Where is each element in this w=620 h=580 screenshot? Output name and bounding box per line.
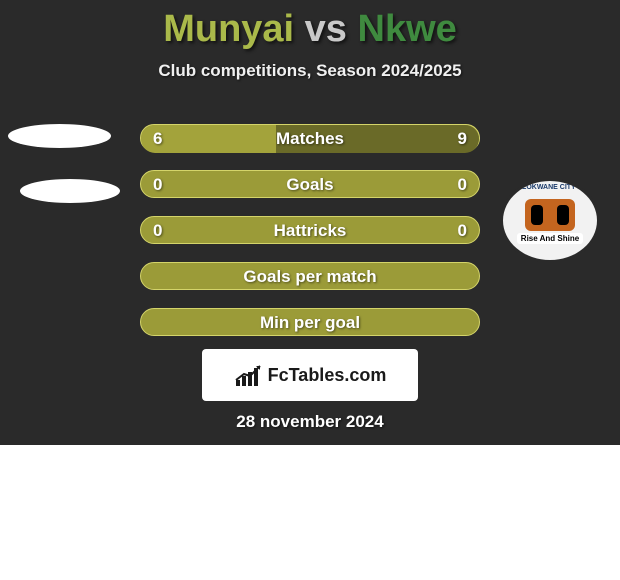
- stat-value-left: 0: [153, 217, 162, 245]
- stat-value-left: 0: [153, 171, 162, 199]
- title-player1: Munyai: [163, 8, 294, 50]
- stat-value-right: 9: [458, 125, 467, 153]
- stat-label: Goals: [141, 171, 479, 199]
- team-logo-placeholder: [8, 124, 111, 148]
- stat-row: Matches6 9: [140, 124, 480, 152]
- stat-label: Hattricks: [141, 217, 479, 245]
- crest-top-text: POLOKWANE CITY F.C: [512, 184, 588, 191]
- bar-chart-icon: [234, 364, 262, 386]
- stat-row: Goals0 0: [140, 170, 480, 198]
- crest-banner: Rise And Shine: [517, 233, 583, 244]
- page-title: Munyai vs Nkwe: [0, 0, 620, 51]
- stat-value-right: 0: [458, 171, 467, 199]
- title-player2: Nkwe: [358, 8, 457, 50]
- subtitle: Club competitions, Season 2024/2025: [0, 61, 620, 81]
- crest-emblem-icon: [525, 199, 575, 231]
- club-crest: POLOKWANE CITY F.C Rise And Shine: [500, 178, 600, 263]
- stat-label: Min per goal: [141, 309, 479, 337]
- stat-row: Hattricks0 0: [140, 216, 480, 244]
- fctables-label: FcTables.com: [268, 365, 387, 386]
- date-text: 28 november 2024: [0, 412, 620, 432]
- fctables-link[interactable]: FcTables.com: [202, 349, 418, 401]
- stat-row: Min per goal: [140, 308, 480, 336]
- stat-value-left: 6: [153, 125, 162, 153]
- team-logo-placeholder: [20, 179, 120, 203]
- stat-row: Goals per match: [140, 262, 480, 290]
- stats-rows: Matches69Goals00Hattricks00Goals per mat…: [140, 124, 480, 354]
- stat-label: Goals per match: [141, 263, 479, 291]
- stats-card: Munyai vs Nkwe Club competitions, Season…: [0, 0, 620, 445]
- title-vs: vs: [305, 8, 347, 50]
- stat-label: Matches: [141, 125, 479, 153]
- stat-value-right: 0: [458, 217, 467, 245]
